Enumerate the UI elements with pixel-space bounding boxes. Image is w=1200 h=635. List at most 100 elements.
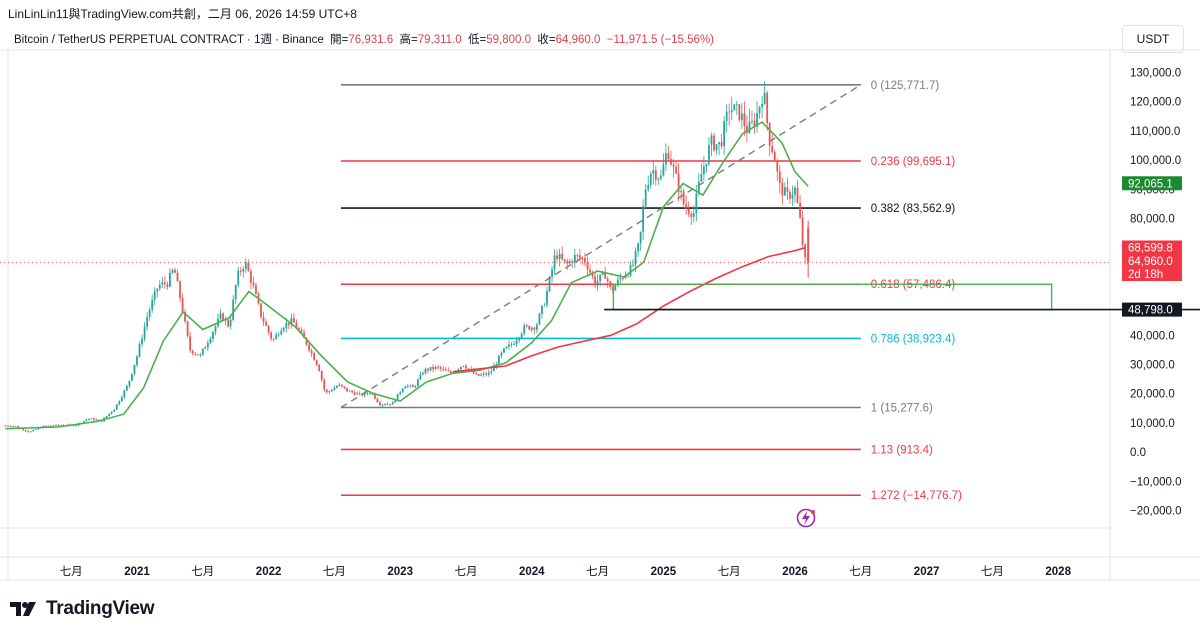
candle-body <box>751 120 753 122</box>
candle-body <box>566 261 569 264</box>
candle-body <box>505 346 508 349</box>
candle-body <box>290 318 293 325</box>
price-tag-label: 92,065.1 <box>1128 178 1173 190</box>
candle-body <box>740 113 743 120</box>
candle-body <box>556 255 559 260</box>
candle-body <box>358 393 361 395</box>
candle-body <box>414 385 417 388</box>
candle-body <box>133 364 136 374</box>
currency-button[interactable]: USDT <box>1122 25 1184 53</box>
candle-body <box>343 386 346 388</box>
candle-body <box>720 142 723 147</box>
candle-body <box>662 164 665 176</box>
fib-level-label: 1.13 (913.4) <box>871 444 933 456</box>
candle-body <box>293 318 295 323</box>
candle-body <box>584 258 586 263</box>
x-tick-label: 2022 <box>256 566 282 578</box>
candle-body <box>799 202 801 218</box>
fib-level-label: 0.618 (57,486.4) <box>871 279 956 291</box>
candle-body <box>184 311 186 322</box>
candle-body <box>475 373 478 375</box>
high-value: 79,311.0 <box>417 34 462 46</box>
candle-body <box>179 281 181 299</box>
y-tick-label: 130,000.0 <box>1130 68 1181 80</box>
candle-body <box>166 284 169 287</box>
candle-body <box>591 272 594 277</box>
candle-body <box>310 350 313 354</box>
candle-body <box>670 159 672 165</box>
candle-body <box>424 368 427 374</box>
candle-body <box>227 319 230 327</box>
candle-body <box>634 251 637 265</box>
candle-body <box>285 322 288 329</box>
candle-body <box>705 163 708 167</box>
candle-body <box>60 425 62 426</box>
candle-body <box>619 277 622 280</box>
candle-body <box>396 393 399 401</box>
candle-body <box>657 178 660 180</box>
candle-body <box>444 369 447 371</box>
candle-body <box>667 153 670 160</box>
candle-body <box>146 317 149 327</box>
candle-body <box>153 291 156 301</box>
candle-body <box>201 348 204 355</box>
candle-body <box>432 367 434 370</box>
candle-body <box>728 111 731 113</box>
candle-body <box>176 272 179 282</box>
candle-body <box>247 262 250 272</box>
x-tick-label: 2021 <box>124 566 150 578</box>
candle-body <box>604 272 607 279</box>
candle-body <box>789 191 791 199</box>
candle-body <box>320 371 323 380</box>
candle-body <box>267 325 270 333</box>
fib-level-label: 0 (125,771.7) <box>871 80 940 92</box>
y-tick-label: −10,000.0 <box>1130 476 1181 488</box>
candle-body <box>434 366 437 370</box>
candle-body <box>409 385 412 387</box>
candle-body <box>376 398 379 403</box>
candle-body <box>756 113 758 127</box>
candle-body <box>515 340 518 344</box>
candle-body <box>4 425 7 427</box>
trend-line <box>340 84 862 409</box>
price-tag-label: 68,599.8 <box>1128 243 1173 255</box>
candle-body <box>209 338 212 344</box>
y-tick-label: 0.0 <box>1130 447 1146 459</box>
price-tag-bg <box>1122 254 1182 268</box>
high-label: 高= <box>399 34 418 46</box>
x-tick-label: 七月 <box>323 565 346 578</box>
price-tag-label: 64,960.0 <box>1128 256 1173 268</box>
candle-body <box>563 259 566 262</box>
candle-body <box>503 348 505 353</box>
x-tick-label: 七月 <box>718 565 741 578</box>
candle-body <box>214 326 217 333</box>
candle-body <box>783 187 786 196</box>
candle-body <box>781 182 784 196</box>
candle-body <box>599 274 602 281</box>
candle-body <box>82 420 85 423</box>
y-tick-label: 20,000.0 <box>1130 389 1175 401</box>
x-tick-label: 2027 <box>914 566 940 578</box>
candle-body <box>606 278 609 282</box>
x-tick-label: 七月 <box>455 565 478 578</box>
candle-body <box>644 189 647 207</box>
candle-body <box>232 299 235 320</box>
candle-body <box>356 393 359 395</box>
candle-body <box>353 392 356 395</box>
candle-body <box>336 385 338 388</box>
candle-body <box>807 227 810 263</box>
candle-body <box>639 231 642 244</box>
candle-body <box>627 275 629 277</box>
price-tag-label: 48,798.0 <box>1128 305 1173 317</box>
candle-body <box>482 373 485 375</box>
x-tick-label: 七月 <box>60 565 83 578</box>
candle-body <box>141 338 143 345</box>
candle-body <box>776 161 779 172</box>
candle-body <box>629 265 632 276</box>
candle-body <box>581 257 584 259</box>
candle-body <box>447 370 450 372</box>
candle-body <box>748 121 751 133</box>
candle-body <box>315 360 318 365</box>
candle-body <box>665 153 667 165</box>
